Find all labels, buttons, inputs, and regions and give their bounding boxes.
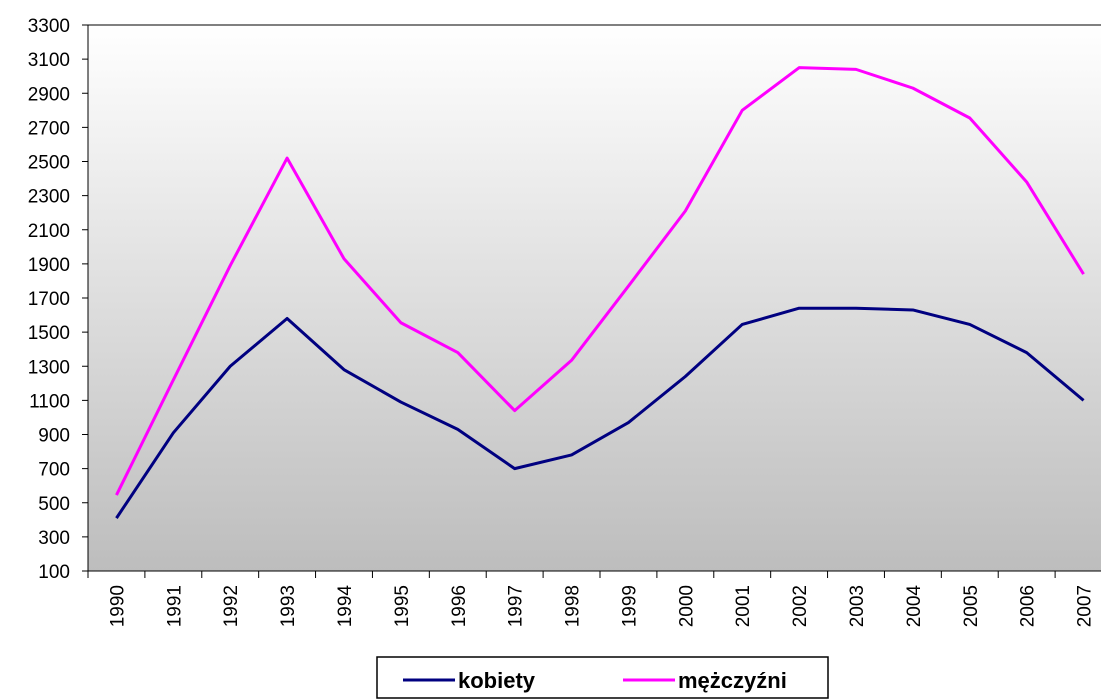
x-tick-label: 2000 bbox=[676, 585, 697, 627]
x-tick-label: 1994 bbox=[335, 585, 356, 628]
x-tick-label: 1991 bbox=[164, 585, 185, 627]
y-tick-label: 2100 bbox=[28, 221, 70, 242]
x-tick-label: 1998 bbox=[563, 585, 584, 627]
x-tick-label: 2002 bbox=[790, 585, 811, 627]
y-tick-label: 1300 bbox=[28, 357, 70, 378]
legend-label: kobiety bbox=[458, 668, 536, 693]
series-line bbox=[115, 306, 1085, 519]
y-tick-label: 2500 bbox=[28, 153, 70, 174]
y-tick-label: 1900 bbox=[28, 255, 70, 276]
x-tick-label: 2007 bbox=[1075, 585, 1096, 627]
legend-label: mężczyźni bbox=[678, 668, 787, 693]
y-tick-label: 300 bbox=[38, 528, 70, 549]
y-tick-label: 100 bbox=[38, 562, 70, 583]
x-tick-label: 1999 bbox=[619, 585, 640, 627]
x-tick-label: 1995 bbox=[392, 585, 413, 627]
y-tick-label: 3300 bbox=[28, 16, 70, 37]
x-tick-label: 2006 bbox=[1018, 585, 1039, 627]
x-tick-label: 1990 bbox=[107, 585, 128, 627]
y-tick-label: 2300 bbox=[28, 187, 70, 208]
x-tick-label: 2005 bbox=[961, 585, 982, 627]
series-line bbox=[115, 66, 1085, 496]
y-tick-label: 700 bbox=[38, 460, 70, 481]
y-tick-label: 1100 bbox=[29, 391, 70, 412]
x-tick-label: 1996 bbox=[449, 585, 470, 627]
y-tick-label: 2900 bbox=[28, 84, 70, 105]
y-tick-label: 2700 bbox=[28, 118, 70, 139]
y-tick-label: 1500 bbox=[28, 323, 70, 344]
y-tick-label: 900 bbox=[38, 426, 70, 447]
x-tick-label: 2003 bbox=[847, 585, 868, 627]
x-tick-label: 1997 bbox=[506, 585, 527, 627]
x-tick-label: 2004 bbox=[904, 585, 925, 628]
x-tick-label: 2001 bbox=[733, 585, 754, 627]
y-tick-label: 500 bbox=[38, 494, 70, 515]
x-tick-label: 1993 bbox=[278, 585, 299, 627]
x-tick-label: 1992 bbox=[221, 585, 242, 627]
plot-area bbox=[88, 25, 1101, 571]
y-tick-label: 3100 bbox=[28, 50, 70, 71]
y-tick-label: 1700 bbox=[28, 289, 70, 310]
legend-box bbox=[376, 656, 829, 699]
